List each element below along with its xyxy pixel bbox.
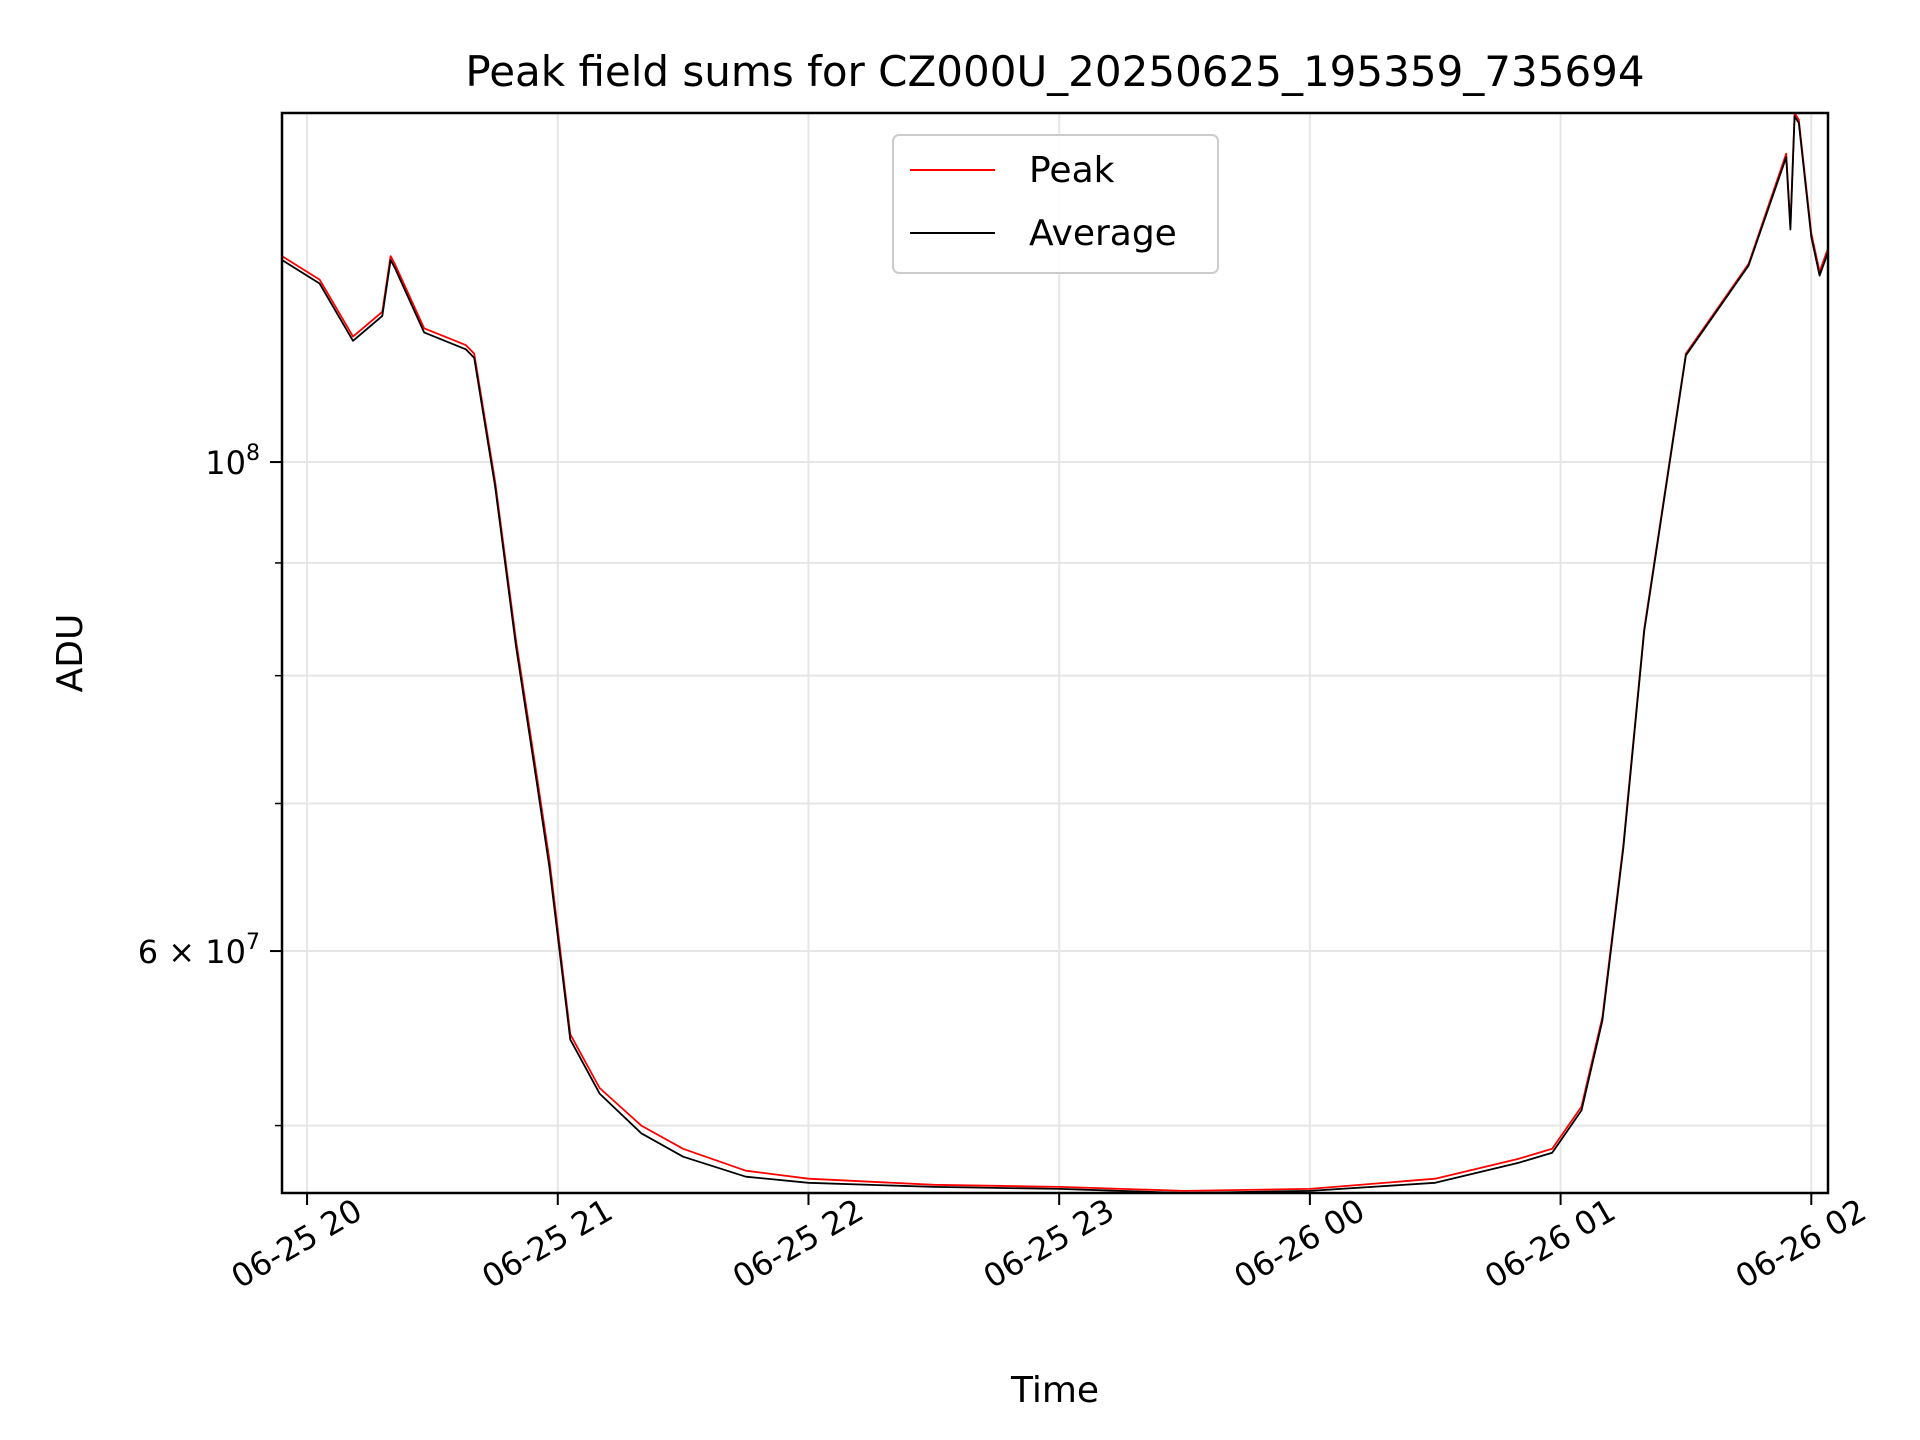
series-line-peak [281,112,1829,1192]
legend-label-average: Average [1029,213,1177,254]
chart-title: Peak field sums for CZ000U_20250625_1953… [465,47,1644,96]
series-layer [281,112,1829,1194]
y-tick-label: 6 × 107 [138,930,260,971]
x-axis-label: Time [1010,1370,1099,1411]
legend: Peak Average [892,134,1219,274]
plot-frame [280,111,1830,1195]
y-tick-label: 108 [205,441,260,482]
legend-label-peak: Peak [1029,150,1115,191]
series-line-average [281,115,1829,1194]
y-axis-label: ADU [50,614,91,693]
